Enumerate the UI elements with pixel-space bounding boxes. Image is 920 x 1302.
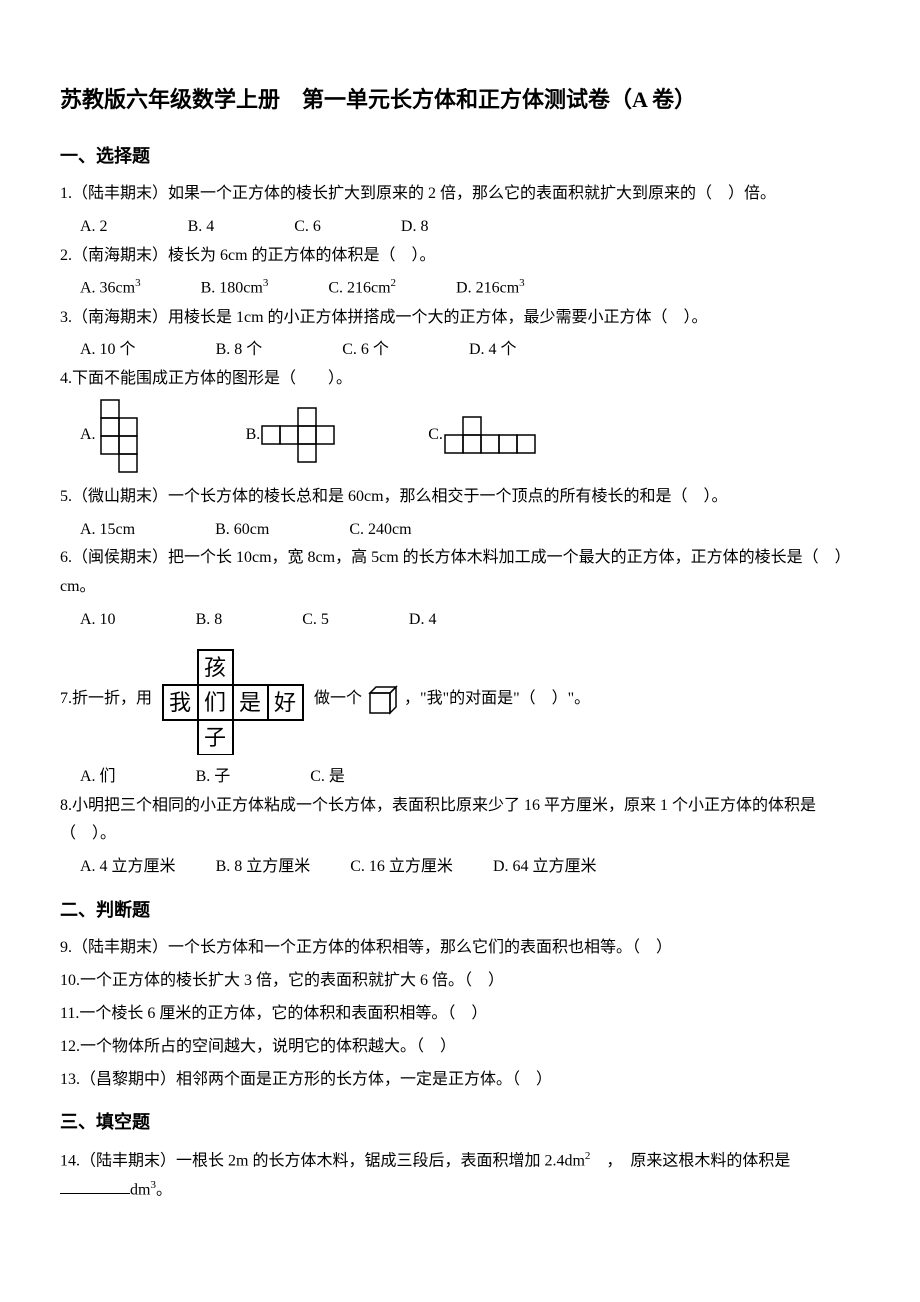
- question-12: 12.一个物体所占的空间越大，说明它的体积越大。（ ）: [60, 1033, 860, 1062]
- q3-option-b: B. 8 个: [216, 336, 263, 365]
- net-shape-b-icon: [260, 406, 338, 464]
- fill-blank: [60, 1177, 130, 1194]
- q2-option-b: B. 180cm3: [201, 274, 269, 303]
- net-char-l3: 是: [239, 690, 261, 715]
- q8-option-b: B. 8 立方厘米: [216, 853, 311, 882]
- q3-option-a: A. 10 个: [80, 336, 136, 365]
- q4-a-label: A.: [80, 421, 96, 450]
- q8-option-d: D. 64 立方厘米: [493, 853, 597, 882]
- cube-icon: [366, 683, 400, 717]
- q4-option-c: C.: [428, 415, 539, 455]
- question-6: 6.（闽侯期末）把一个长 10cm，宽 8cm，高 5cm 的长方体木料加工成一…: [60, 544, 860, 602]
- q3-option-c: C. 6 个: [342, 336, 389, 365]
- question-8-options: A. 4 立方厘米 B. 8 立方厘米 C. 16 立方厘米 D. 64 立方厘…: [60, 853, 860, 882]
- question-13: 13.（昌黎期中）相邻两个面是正方形的长方体，一定是正方体。（ ）: [60, 1066, 860, 1095]
- q4-option-b: B.: [246, 406, 339, 464]
- net-char-top: 孩: [204, 655, 226, 680]
- q7-option-b: B. 子: [196, 763, 231, 792]
- q6-option-b: B. 8: [196, 606, 223, 635]
- net-shape-c-icon: [443, 415, 539, 455]
- net-with-chars-icon: 孩 我 们 是 好 子: [158, 645, 308, 755]
- q14-mid: ， 原来这根木料的体积是: [590, 1152, 790, 1169]
- q5-option-c: C. 240cm: [349, 516, 411, 545]
- section-3-heading: 三、填空题: [60, 1106, 860, 1138]
- q14-post: 。: [156, 1181, 172, 1198]
- question-8: 8.小明把三个相同的小正方体粘成一个长方体，表面积比原来少了 16 平方厘米，原…: [60, 792, 860, 850]
- q1-option-c: C. 6: [294, 213, 321, 242]
- q5-option-a: A. 15cm: [80, 516, 135, 545]
- q3-option-d: D. 4 个: [469, 336, 517, 365]
- net-char-l4: 好: [274, 690, 296, 715]
- q4-option-a: A.: [80, 398, 156, 473]
- net-shape-a-icon: [96, 398, 156, 473]
- net-char-l2: 们: [204, 690, 226, 715]
- q2-option-d: D. 216cm3: [456, 274, 525, 303]
- q6-option-a: A. 10: [80, 606, 116, 635]
- q7-option-c: C. 是: [310, 763, 345, 792]
- section-1-heading: 一、选择题: [60, 140, 860, 172]
- section-2-heading: 二、判断题: [60, 894, 860, 926]
- q2-d-text: D. 216cm: [456, 280, 519, 297]
- question-1: 1.（陆丰期末）如果一个正方体的棱长扩大到原来的 2 倍，那么它的表面积就扩大到…: [60, 180, 860, 209]
- q8-option-a: A. 4 立方厘米: [80, 853, 176, 882]
- q4-b-label: B.: [246, 421, 261, 450]
- question-7-options: A. 们 B. 子 C. 是: [60, 763, 860, 792]
- question-10: 10.一个正方体的棱长扩大 3 倍，它的表面积就扩大 6 倍。（ ）: [60, 967, 860, 996]
- q6-option-d: D. 4: [409, 606, 437, 635]
- q4-c-label: C.: [428, 421, 443, 450]
- q2-c-text: C. 216cm: [328, 280, 390, 297]
- q7-mid-text: 做一个: [314, 685, 362, 714]
- q2-d-sup: 3: [519, 277, 525, 289]
- q2-option-c: C. 216cm2: [328, 274, 396, 303]
- question-14: 14.（陆丰期末）一根长 2m 的长方体木料，锯成三段后，表面积增加 2.4dm…: [60, 1147, 860, 1205]
- q8-option-c: C. 16 立方厘米: [350, 853, 453, 882]
- page-title: 苏教版六年级数学上册 第一单元长方体和正方体测试卷（A 卷）: [60, 80, 860, 120]
- question-3-options: A. 10 个 B. 8 个 C. 6 个 D. 4 个: [60, 336, 860, 365]
- question-5-options: A. 15cm B. 60cm C. 240cm: [60, 516, 860, 545]
- question-11: 11.一个棱长 6 厘米的正方体，它的体积和表面积相等。（ ）: [60, 1000, 860, 1029]
- q2-b-text: B. 180cm: [201, 280, 263, 297]
- q2-a-sup: 3: [135, 277, 141, 289]
- q14-pre: 14.（陆丰期末）一根长 2m 的长方体木料，锯成三段后，表面积增加 2.4dm: [60, 1152, 585, 1169]
- q2-option-a: A. 36cm3: [80, 274, 141, 303]
- question-7: 7.折一折，用 孩 我 们 是 好 子 做一个 ，"我"的对面是"（ ）"。: [60, 645, 860, 755]
- q7-option-a: A. 们: [80, 763, 116, 792]
- question-4-options: A. B. C.: [60, 398, 860, 473]
- q2-b-sup: 3: [263, 277, 269, 289]
- q7-post-text: ，"我"的对面是"（ ）"。: [404, 685, 590, 714]
- q6-option-c: C. 5: [302, 606, 329, 635]
- net-char-l1: 我: [169, 690, 191, 715]
- q1-option-b: B. 4: [188, 213, 215, 242]
- question-1-options: A. 2 B. 4 C. 6 D. 8: [60, 213, 860, 242]
- question-4: 4.下面不能围成正方体的图形是（ ）。: [60, 365, 860, 394]
- question-6-options: A. 10 B. 8 C. 5 D. 4: [60, 606, 860, 635]
- question-2-options: A. 36cm3 B. 180cm3 C. 216cm2 D. 216cm3: [60, 274, 860, 303]
- question-9: 9.（陆丰期末）一个长方体和一个正方体的体积相等，那么它们的表面积也相等。（ ）: [60, 934, 860, 963]
- q1-option-a: A. 2: [80, 213, 108, 242]
- net-char-bot: 子: [204, 725, 226, 750]
- q1-option-d: D. 8: [401, 213, 429, 242]
- q14-post-pre: dm: [130, 1181, 150, 1198]
- question-5: 5.（微山期末）一个长方体的棱长总和是 60cm，那么相交于一个顶点的所有棱长的…: [60, 483, 860, 512]
- q2-a-text: A. 36cm: [80, 280, 135, 297]
- q7-pre-text: 7.折一折，用: [60, 685, 152, 714]
- q5-option-b: B. 60cm: [215, 516, 269, 545]
- question-2: 2.（南海期末）棱长为 6cm 的正方体的体积是（ ）。: [60, 242, 860, 271]
- question-3: 3.（南海期末）用棱长是 1cm 的小正方体拼搭成一个大的正方体，最少需要小正方…: [60, 304, 860, 333]
- q2-c-sup: 2: [391, 277, 397, 289]
